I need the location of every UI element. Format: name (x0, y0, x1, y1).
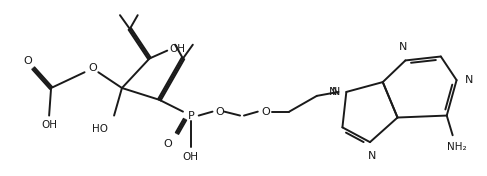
Text: OH: OH (41, 120, 57, 130)
Text: N: N (329, 87, 338, 97)
Text: NH₂: NH₂ (447, 142, 467, 152)
Text: O: O (164, 139, 172, 149)
Text: N: N (332, 87, 341, 97)
Text: OH: OH (183, 152, 199, 162)
Text: O: O (215, 107, 224, 117)
Text: O: O (88, 63, 97, 73)
Text: OH: OH (169, 44, 185, 54)
Text: O: O (261, 107, 270, 117)
Text: N: N (465, 75, 473, 85)
Text: HO: HO (93, 124, 108, 134)
Text: O: O (23, 56, 32, 66)
Text: P: P (187, 111, 194, 121)
Text: N: N (399, 42, 408, 52)
Text: N: N (368, 151, 376, 161)
